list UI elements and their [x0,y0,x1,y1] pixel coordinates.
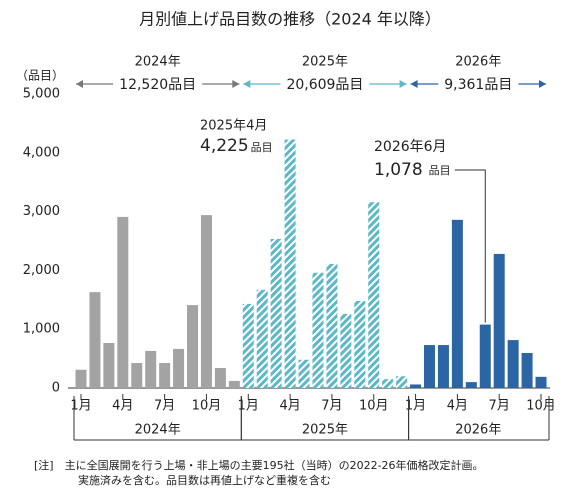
bar [145,350,157,388]
arrow-head [410,80,418,88]
bar [242,303,254,388]
year-label: 2026年 [455,423,501,438]
bar [312,272,324,388]
bar [270,238,282,388]
annotation-title: 2025年4月 [200,119,267,134]
bar [200,215,212,388]
x-tick-label: 10月 [192,399,222,414]
x-tick-label: 10月 [526,399,556,414]
x-tick-label: 4月 [447,399,468,414]
x-tick-label: 1月 [70,399,91,414]
bar [75,369,87,388]
x-tick-label: 1月 [238,399,259,414]
bar [103,343,115,388]
y-tick-label: 4,000 [23,145,60,160]
bar [131,363,143,388]
arrow-head [76,80,83,88]
bar [368,202,380,388]
year-header: 2025年 [302,55,348,70]
bar [382,379,394,388]
x-tick-label: 4月 [279,399,300,414]
bar [117,216,129,388]
arrow-head [399,80,407,88]
bar [284,139,296,388]
arrow-head [232,80,240,88]
year-header: 2026年 [455,55,501,70]
year-label: 2024年 [135,423,181,438]
bar [228,380,240,388]
bar [340,313,352,388]
group-total: 9,361品目 [444,77,512,93]
y-tick-label: 0 [52,381,60,396]
bar [159,363,171,388]
x-tick-label: 7月 [489,399,510,414]
bar [214,368,226,388]
bar [326,263,338,388]
group-total: 12,520品目 [119,77,196,93]
x-tick-label: 4月 [112,399,133,414]
x-tick-label: 7月 [321,399,342,414]
note-line: [注] 主に全国展開を行う上場・非上場の主要195社（当時）の2022-26年価… [34,458,484,472]
leader-line [454,169,486,323]
bar [465,382,477,388]
annotation-unit: 品目 [251,141,273,154]
bar [507,340,519,388]
annotation-unit: 品目 [429,164,451,177]
bar [256,289,268,388]
year-label: 2025年 [302,423,348,438]
chart-title: 月別値上げ品目数の推移（2024 年以降） [139,10,441,29]
annotation-value: 1,078 [374,160,423,180]
x-tick-label: 7月 [154,399,175,414]
annotation-title: 2026年6月 [374,139,447,155]
bar [493,253,505,388]
bar [451,219,463,388]
bar [89,292,101,388]
y-tick-label: 1,000 [23,322,60,337]
y-tick-label: 2,000 [23,263,60,278]
bar [424,345,435,388]
bar [535,376,547,388]
bar [187,305,199,388]
x-tick-label: 10月 [359,399,389,414]
bar [298,359,310,388]
bar [354,300,366,388]
year-header: 2024年 [135,55,181,70]
group-total: 20,609品目 [286,77,363,93]
bar [396,376,408,388]
bar [521,353,533,388]
bar [479,324,491,388]
y-unit: （品目） [16,69,64,83]
arrow-head [243,80,251,88]
y-tick-label: 3,000 [23,204,60,219]
bar [173,348,185,388]
bar [437,345,449,388]
bar [410,384,422,388]
y-tick-label: 5,000 [23,87,60,102]
annotation-value: 4,225 [200,136,249,156]
x-tick-label: 1月 [405,399,426,414]
arrow-head [539,80,547,88]
note-line: 実施済みを含む。品目数は再値上げなど重複を含む [78,473,331,487]
